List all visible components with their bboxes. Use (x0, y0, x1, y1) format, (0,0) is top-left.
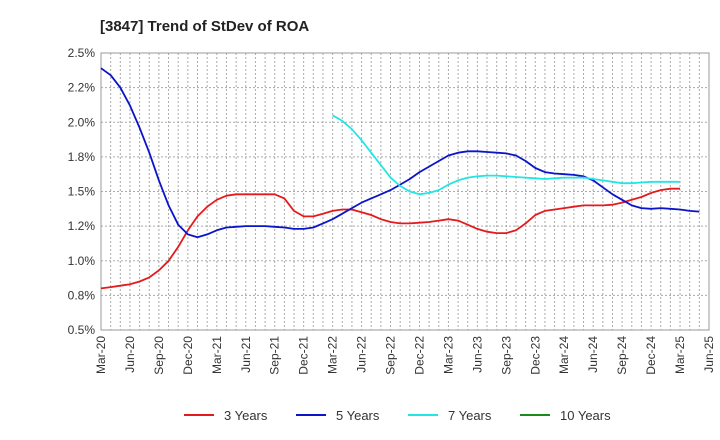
x-tick-label: Sep-22 (384, 336, 398, 375)
x-tick-label: Sep-21 (268, 336, 282, 375)
y-tick-label: 0.5% (68, 323, 96, 337)
x-tick-label: Jun-23 (470, 336, 484, 373)
x-tick-label: Mar-25 (673, 336, 687, 374)
x-tick-label: Dec-20 (181, 336, 195, 375)
y-tick-label: 2.2% (68, 81, 96, 95)
x-tick-label: Dec-23 (528, 336, 542, 375)
legend-label: 5 Years (336, 408, 380, 423)
x-tick-label: Mar-20 (94, 336, 108, 374)
x-tick-label: Mar-23 (441, 336, 455, 374)
legend-label: 7 Years (448, 408, 492, 423)
series-line-3-years (100, 187, 680, 290)
x-tick-label: Dec-24 (644, 336, 658, 375)
x-tick-label: Dec-21 (297, 336, 311, 375)
x-tick-label: Jun-22 (355, 336, 369, 373)
legend: 3 Years 5 Years 7 Years 10 Years (184, 408, 611, 423)
y-tick-label: 1.2% (68, 219, 96, 233)
x-tick-label: Jun-21 (239, 336, 253, 373)
plot-area (100, 52, 710, 331)
legend-label: 10 Years (560, 408, 611, 423)
y-tick-label: 1.0% (68, 254, 96, 268)
x-tick-label: Sep-20 (152, 336, 166, 375)
x-tick-label: Dec-22 (412, 336, 426, 375)
y-tick-label: 1.8% (68, 150, 96, 164)
x-axis: Mar-20 Jun-20 Sep-20 Dec-20 Mar-21 Jun-21 Sep-… (94, 336, 716, 375)
series-lines (100, 67, 700, 290)
legend-label: 3 Years (224, 408, 268, 423)
x-tick-label: Mar-21 (210, 336, 224, 374)
series-line-5-years (100, 67, 700, 239)
y-tick-label: 2.5% (68, 46, 96, 60)
y-tick-label: 0.8% (68, 288, 96, 302)
x-tick-label: Jun-20 (123, 336, 137, 373)
x-tick-label: Jun-24 (586, 336, 600, 373)
x-tick-label: Sep-23 (499, 336, 513, 375)
grid (100, 52, 710, 331)
y-tick-label: 2.0% (68, 115, 96, 129)
x-tick-label: Mar-22 (326, 336, 340, 374)
x-tick-label: Mar-24 (557, 336, 571, 374)
x-tick-label: Jun-25 (702, 336, 716, 373)
y-axis: 0.5% 0.8% 1.0% 1.2% 1.5% 1.8% 2.0% 2.2% 2.5% (68, 46, 96, 337)
y-tick-label: 1.5% (68, 185, 96, 199)
chart-title: [3847] Trend of StDev of ROA (100, 18, 309, 35)
series-line-7-years (332, 114, 680, 196)
x-tick-label: Sep-24 (615, 336, 629, 375)
